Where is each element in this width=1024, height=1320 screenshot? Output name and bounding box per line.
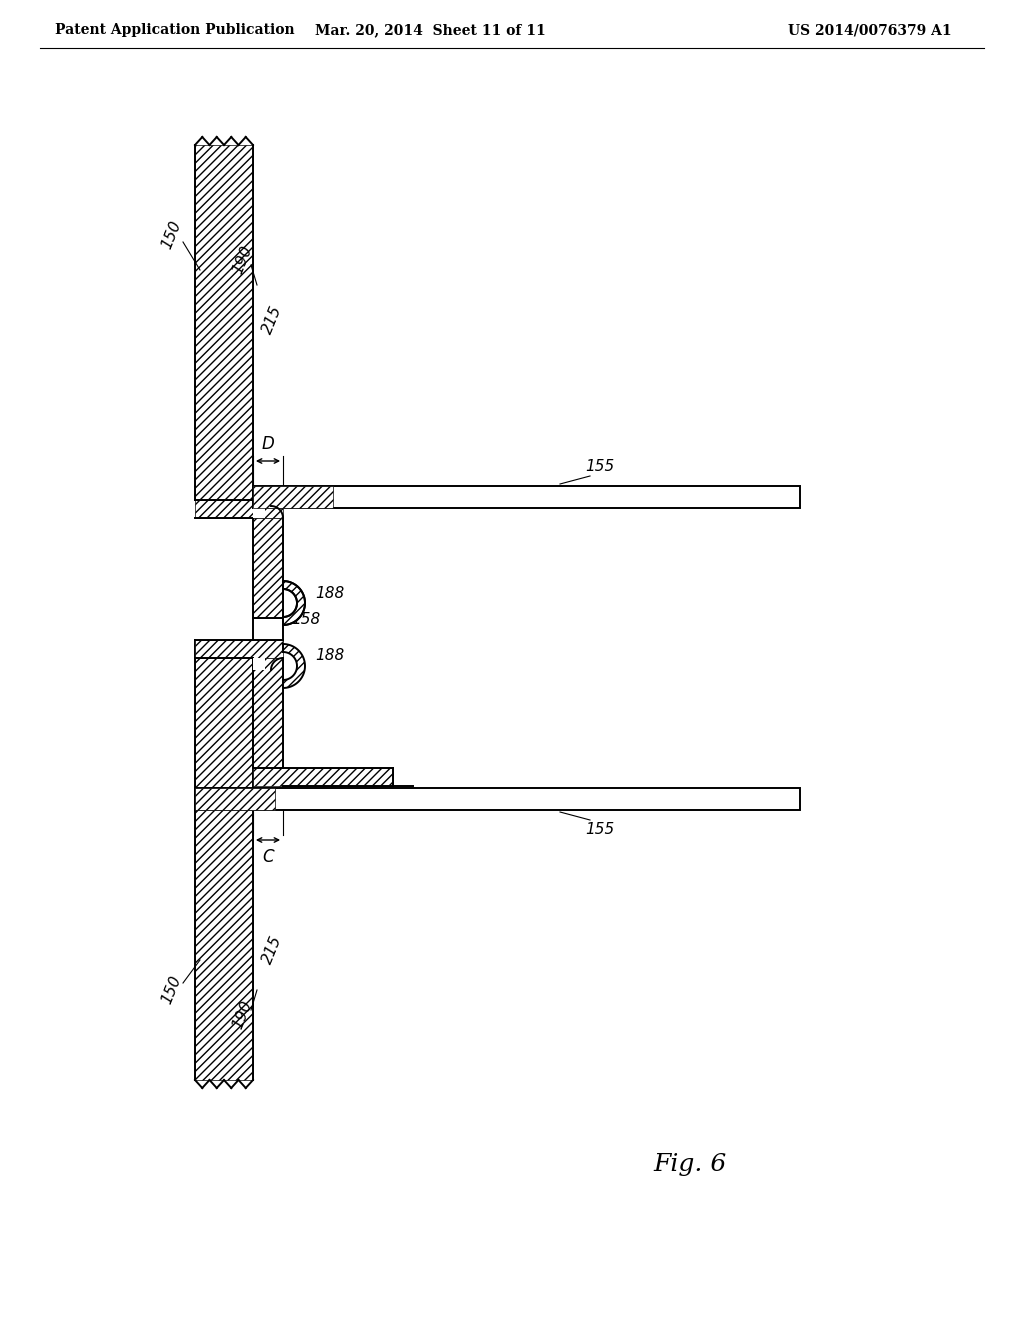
Bar [253,517,283,618]
Text: D: D [261,436,274,453]
Text: 155: 155 [586,459,614,474]
Text: Patent Application Publication: Patent Application Publication [55,22,295,37]
Bar [253,657,265,671]
Text: 188: 188 [315,648,344,664]
Text: 215: 215 [259,933,285,966]
Bar [253,486,333,508]
Text: 188: 188 [315,586,344,601]
Text: 158: 158 [291,611,321,627]
Bar [253,768,393,785]
Polygon shape [283,581,305,624]
Text: 150: 150 [160,974,184,1006]
Text: 215: 215 [259,304,285,337]
Bar [253,506,265,517]
Text: Fig. 6: Fig. 6 [653,1154,727,1176]
Bar [195,145,253,500]
Bar [195,640,253,1080]
Text: 190: 190 [230,244,255,276]
Text: C: C [262,847,273,866]
Bar [195,788,275,810]
Text: US 2014/0076379 A1: US 2014/0076379 A1 [788,22,952,37]
Text: 190: 190 [230,999,255,1031]
Bar [195,788,800,810]
Polygon shape [283,644,305,688]
Polygon shape [283,581,305,624]
Text: Mar. 20, 2014  Sheet 11 of 11: Mar. 20, 2014 Sheet 11 of 11 [314,22,546,37]
Bar [195,500,283,517]
Text: 155: 155 [586,822,614,837]
Bar [253,657,283,768]
Bar [253,486,800,508]
Text: 150: 150 [160,219,184,251]
Bar [195,640,283,657]
